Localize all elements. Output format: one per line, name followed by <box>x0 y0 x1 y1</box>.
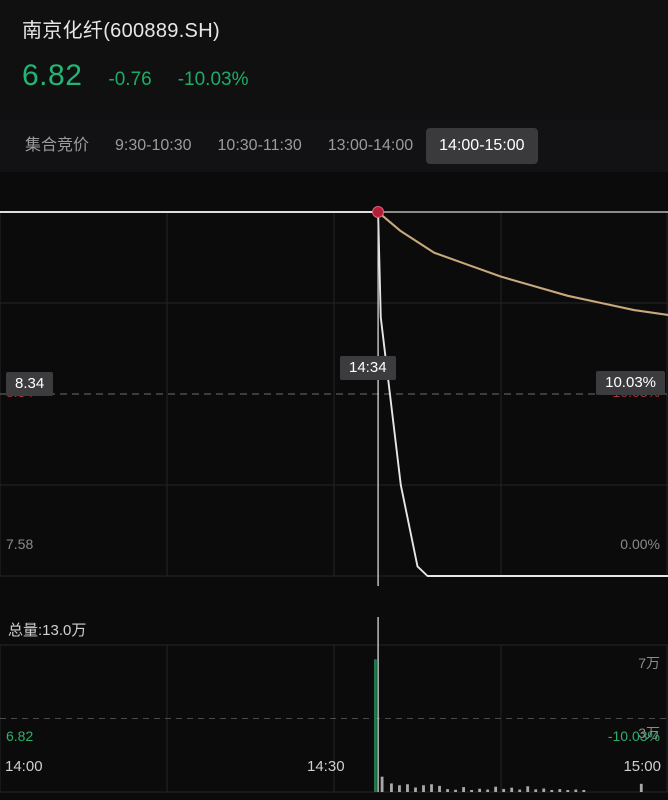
price-change-percent: -10.03% <box>177 69 249 90</box>
volume-total-label: 总量:13.0万 <box>8 622 87 639</box>
intraday-chart[interactable]: 8.34 10.03% 7.58 0.00% 6.82 -10.03% 8.34… <box>0 172 668 800</box>
tab-call-auction[interactable]: 集合竞价 <box>25 137 90 154</box>
time-range-tabs[interactable]: 集合竞价 9:30-10:30 10:30-11:30 13:00-14:00 … <box>0 120 668 172</box>
volume-axis-label-low: 3万 <box>638 725 660 741</box>
y-axis-label-mid-left: 7.58 <box>6 536 34 552</box>
quote-header: 南京化纤(600889.SH) 6.82 -0.76 -10.03% <box>0 0 668 120</box>
x-axis-tick-start: 14:00 <box>5 758 43 775</box>
current-price: 6.82 <box>22 59 83 92</box>
crosshair-percent-tooltip: 10.03% <box>596 371 665 395</box>
tab-0930-1030[interactable]: 9:30-10:30 <box>115 137 192 154</box>
tab-1300-1400[interactable]: 13:00-14:00 <box>327 137 414 154</box>
price-change: -0.76 <box>108 69 152 90</box>
chart-canvas <box>0 206 668 793</box>
quote-summary: 6.82 -0.76 -10.03% <box>22 60 668 92</box>
y-axis-label-low-right: -10.03% <box>607 728 660 744</box>
tab-1400-1500[interactable]: 14:00-15:00 <box>426 128 538 164</box>
page-title: 南京化纤(600889.SH) <box>22 20 220 42</box>
y-axis-label-low-left: 6.82 <box>6 728 34 744</box>
x-axis: 14:00 14:30 15:00 <box>0 758 668 782</box>
volume-axis-label-high: 7万 <box>638 655 660 671</box>
crosshair-time-tooltip: 14:34 <box>340 356 396 380</box>
y-axis-label-mid-right: 0.00% <box>620 536 660 552</box>
crosshair-price-tooltip: 8.34 <box>6 372 54 396</box>
x-axis-tick-end: 15:00 <box>623 758 661 775</box>
tab-1030-1130[interactable]: 10:30-11:30 <box>217 137 302 154</box>
crosshair-marker-dot <box>372 206 385 218</box>
x-axis-tick-mid: 14:30 <box>307 758 345 775</box>
